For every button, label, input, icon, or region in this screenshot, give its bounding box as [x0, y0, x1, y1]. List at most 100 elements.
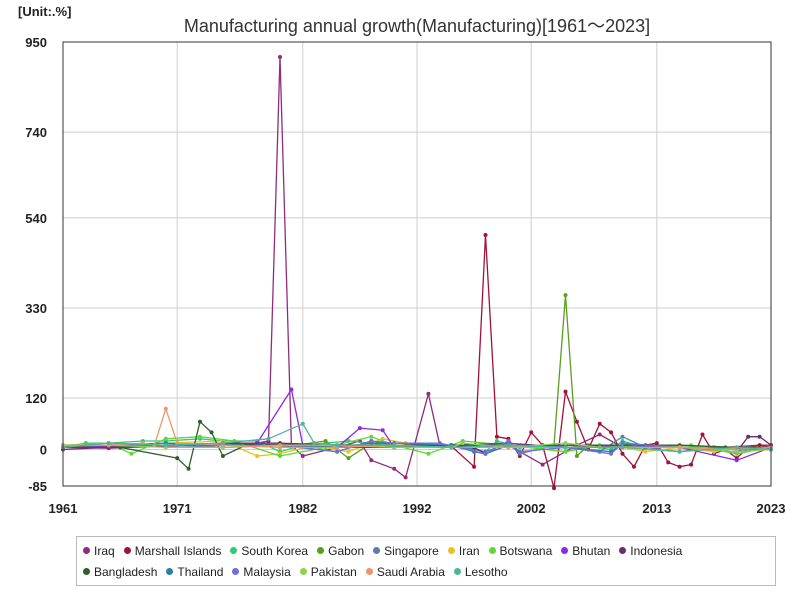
legend-swatch: [230, 547, 238, 554]
legend-label: Marshall Islands: [134, 544, 222, 558]
y-tick-label: 540: [25, 211, 47, 226]
legend-label: Bhutan: [572, 544, 611, 558]
legend-swatch: [83, 568, 90, 575]
legend-label: Iran: [458, 544, 480, 558]
data-point: [472, 464, 477, 469]
data-point: [494, 434, 499, 439]
data-point: [392, 466, 397, 471]
data-point: [517, 449, 522, 454]
legend-swatch: [447, 547, 455, 554]
data-point: [357, 426, 362, 431]
legend-swatch: [123, 547, 131, 554]
grid-lines: [63, 42, 771, 486]
y-tick-label: 120: [25, 391, 47, 406]
data-point: [757, 434, 762, 439]
data-point: [677, 445, 682, 450]
data-point: [620, 441, 625, 446]
data-point: [757, 443, 762, 448]
legend-item: South Korea: [230, 541, 308, 562]
data-point: [734, 445, 739, 450]
data-point: [323, 439, 328, 443]
data-point: [278, 454, 282, 458]
data-point: [163, 443, 168, 448]
data-point: [289, 387, 294, 392]
data-point: [677, 449, 682, 454]
legend-label: Iraq: [94, 544, 115, 558]
x-tick-label: 1971: [163, 501, 192, 516]
legend-label: South Korea: [241, 544, 309, 558]
data-point: [506, 439, 511, 443]
data-point: [266, 436, 271, 441]
data-point: [643, 449, 648, 454]
data-point: [437, 441, 442, 446]
y-tick-label: 0: [40, 443, 47, 458]
data-point: [689, 462, 694, 467]
data-point: [300, 454, 305, 458]
data-point: [574, 419, 579, 424]
data-point: [529, 430, 534, 435]
data-point: [620, 445, 625, 450]
legend-label: Indonesia: [630, 544, 683, 558]
x-tick-label: 1961: [49, 501, 78, 516]
series-line: [62, 423, 772, 453]
legend-item: Bangladesh: [83, 562, 157, 583]
legend-item: Thailand: [166, 562, 223, 583]
legend-swatch: [83, 547, 90, 554]
data-point: [540, 462, 545, 467]
legend-label: Lesotho: [464, 565, 508, 579]
y-tick-label: -85: [28, 479, 47, 494]
unit-label: [Unit:.%]: [18, 4, 72, 19]
y-tick-label: 740: [25, 125, 47, 140]
legend-item: Singapore: [373, 541, 439, 562]
series-line: [62, 388, 772, 461]
data-point: [700, 432, 705, 437]
data-point: [563, 441, 568, 446]
data-point: [563, 389, 568, 394]
data-point: [666, 460, 671, 465]
data-point: [483, 451, 488, 456]
chart-title: Manufacturing annual growth(Manufacturin…: [183, 16, 651, 36]
data-point: [220, 454, 225, 458]
data-point: [654, 441, 659, 446]
y-tick-label: 950: [25, 35, 47, 50]
data-point: [175, 456, 180, 461]
legend-swatch: [453, 568, 461, 575]
legend-item: Botswana: [488, 541, 552, 562]
y-tick-label: 330: [25, 301, 47, 316]
legend-swatch: [619, 547, 627, 554]
data-point: [563, 293, 568, 298]
legend-swatch: [488, 547, 496, 554]
legend-item: Gabon: [317, 541, 364, 562]
data-point: [426, 451, 431, 456]
data-point: [734, 458, 739, 463]
data-point: [163, 436, 168, 441]
legend-item: Indonesia: [619, 541, 682, 562]
data-point: [300, 421, 305, 426]
legend-swatch: [317, 547, 325, 554]
data-point: [346, 449, 351, 454]
series-lesotho: [61, 421, 773, 454]
data-point: [118, 445, 123, 450]
data-point: [563, 449, 568, 454]
data-point: [278, 55, 282, 59]
data-point: [609, 430, 614, 435]
series-line: [62, 234, 772, 489]
legend-item: Lesotho: [453, 562, 508, 583]
data-point: [369, 439, 374, 443]
data-point: [392, 443, 397, 448]
data-point: [335, 443, 340, 448]
data-point: [163, 406, 168, 411]
data-point: [552, 486, 556, 491]
data-point: [746, 434, 751, 439]
data-point: [597, 432, 602, 437]
data-point: [403, 475, 408, 480]
legend-label: Malaysia: [243, 565, 291, 579]
data-point: [346, 456, 351, 461]
data-point: [620, 434, 625, 439]
legend-item: Pakistan: [299, 562, 357, 583]
legend-label: Bangladesh: [94, 565, 158, 579]
data-point: [186, 466, 191, 471]
legend-swatch: [365, 568, 373, 575]
data-point: [609, 451, 614, 456]
